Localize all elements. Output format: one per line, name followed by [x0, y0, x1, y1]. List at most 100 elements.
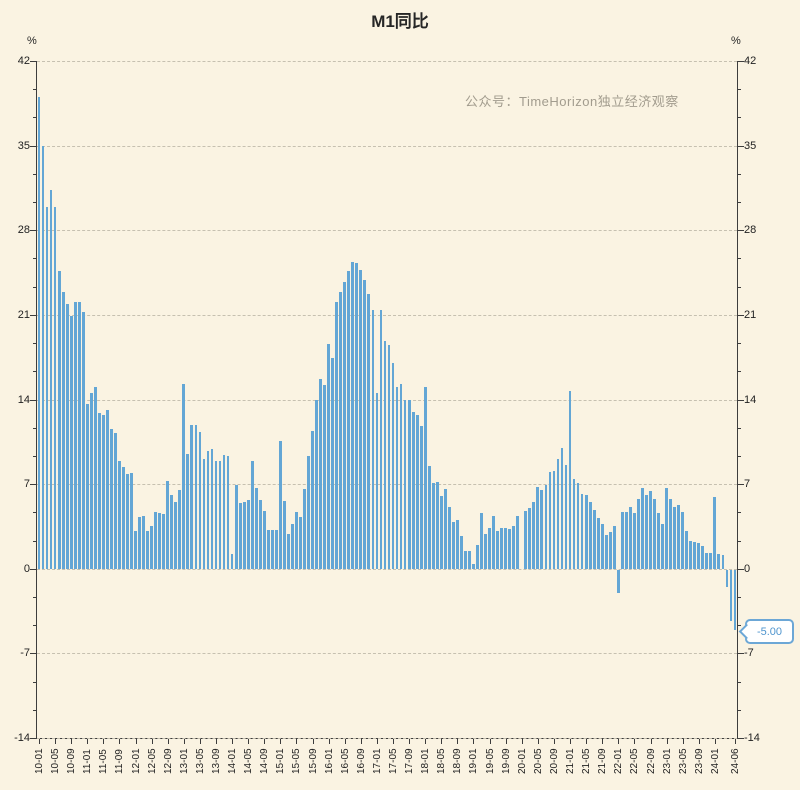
y-tick-label-right: 0 [744, 562, 751, 575]
bar-23-07 [689, 540, 693, 569]
bar-14-12 [274, 530, 278, 569]
bar-23-11 [705, 553, 709, 569]
bar-14-01 [230, 554, 234, 569]
gridline-y-7 [37, 484, 737, 486]
x-tick-label-10-01: 10-01 [34, 748, 45, 774]
x-tick-16-05 [344, 739, 346, 744]
x-tick-label-12-09: 12-09 [162, 748, 174, 774]
x-tick-label-22-09: 22-09 [645, 748, 657, 774]
bar-18-12 [468, 550, 471, 569]
y-minor-tick-right [738, 596, 741, 598]
bar-13-03 [190, 424, 194, 569]
y-tick-label-right: 42 [744, 55, 757, 67]
x-tick-label-19-01: 19-01 [468, 748, 480, 774]
y-major-tick-left [30, 145, 36, 147]
bar-24-04 [725, 569, 729, 587]
x-tick-16-09 [360, 739, 362, 744]
bar-18-08 [451, 521, 455, 569]
x-tick-14-09 [264, 739, 266, 744]
y-minor-tick-left [33, 371, 36, 373]
y-tick-label-left: 0 [23, 562, 30, 575]
bar-14-03 [238, 503, 242, 569]
bar-15-01 [278, 440, 282, 569]
bar-20-03 [528, 508, 532, 569]
bar-23-06 [685, 531, 689, 569]
y-major-tick-left [30, 738, 36, 739]
bar-10-08 [65, 303, 69, 569]
x-tick-11-05 [103, 739, 105, 744]
bar-22-05 [633, 513, 636, 569]
x-tick-label-12-05: 12-05 [146, 748, 158, 774]
bar-21-03 [576, 482, 580, 569]
x-tick-label-22-05: 22-05 [629, 748, 641, 774]
bar-23-09 [697, 543, 701, 569]
bar-24-01 [713, 497, 717, 569]
x-tick-label-19-05: 19-05 [484, 748, 496, 774]
bar-16-01 [327, 343, 331, 569]
x-tick-label-17-09: 17-09 [404, 748, 416, 774]
bar-10-11 [77, 301, 81, 569]
bar-13-05 [198, 432, 202, 569]
y-axis-unit-right: % [731, 35, 741, 47]
x-tick-19-05 [489, 739, 491, 744]
y-tick-label-right: 21 [744, 308, 757, 321]
bar-17-02 [379, 310, 383, 569]
x-tick-21-05 [586, 739, 588, 744]
x-tick-label-20-05: 20-05 [532, 748, 544, 774]
bar-14-02 [234, 485, 238, 569]
x-tick-label-10-05: 10-05 [50, 748, 62, 774]
bar-11-12 [130, 473, 133, 569]
bar-21-09 [600, 524, 604, 569]
bar-20-10 [556, 458, 560, 569]
x-tick-10-05 [55, 739, 57, 744]
bar-12-05 [150, 526, 154, 569]
y-minor-tick-right [738, 709, 741, 711]
y-minor-tick-left [33, 173, 36, 175]
bar-20-12 [564, 464, 568, 569]
bar-11-10 [122, 467, 125, 569]
bar-18-02 [427, 465, 431, 569]
bar-23-04 [677, 504, 681, 569]
bar-23-08 [693, 542, 697, 569]
x-tick-17-09 [409, 739, 411, 744]
y-tick-label-left: -7 [20, 647, 30, 660]
bar-17-05 [391, 363, 395, 569]
bar-14-11 [270, 530, 274, 569]
bar-14-10 [266, 530, 270, 569]
bar-19-09 [504, 527, 508, 569]
y-minor-tick-left [33, 202, 36, 204]
x-tick-label-18-05: 18-05 [436, 748, 448, 774]
x-tick-11-09 [119, 739, 121, 744]
y-major-tick-left [30, 61, 36, 62]
y-minor-tick-right [738, 625, 741, 627]
bar-11-05 [101, 415, 105, 569]
y-tick-label-right: 28 [744, 224, 757, 237]
x-tick-21-01 [570, 739, 572, 744]
bar-14-07 [254, 487, 258, 569]
x-tick-16-01 [328, 739, 330, 744]
x-tick-label-16-05: 16-05 [339, 748, 351, 774]
value-callout: -5.00 [738, 619, 794, 644]
y-major-tick-left [30, 399, 36, 401]
x-tick-21-09 [602, 739, 604, 744]
bar-19-08 [500, 527, 504, 569]
bar-16-04 [339, 291, 343, 569]
bar-17-06 [395, 387, 399, 569]
y-tick-label-left: 7 [23, 478, 30, 491]
x-tick-label-11-01: 11-01 [82, 749, 94, 774]
bar-12-04 [146, 531, 150, 569]
bar-20-02 [524, 510, 528, 569]
bar-19-05 [488, 527, 491, 569]
bar-10-07 [61, 291, 65, 569]
bar-15-04 [291, 524, 294, 569]
bar-17-10 [411, 411, 415, 569]
x-tick-12-09 [167, 739, 169, 744]
bar-18-03 [431, 482, 435, 569]
y-tick-label-left: 42 [17, 55, 30, 67]
bar-22-01 [616, 569, 620, 593]
y-axis-left-spine [36, 61, 37, 739]
bar-13-01 [182, 383, 186, 569]
bar-18-06 [443, 488, 447, 569]
x-tick-label-12-01: 12-01 [130, 748, 142, 774]
bar-22-02 [620, 511, 624, 569]
